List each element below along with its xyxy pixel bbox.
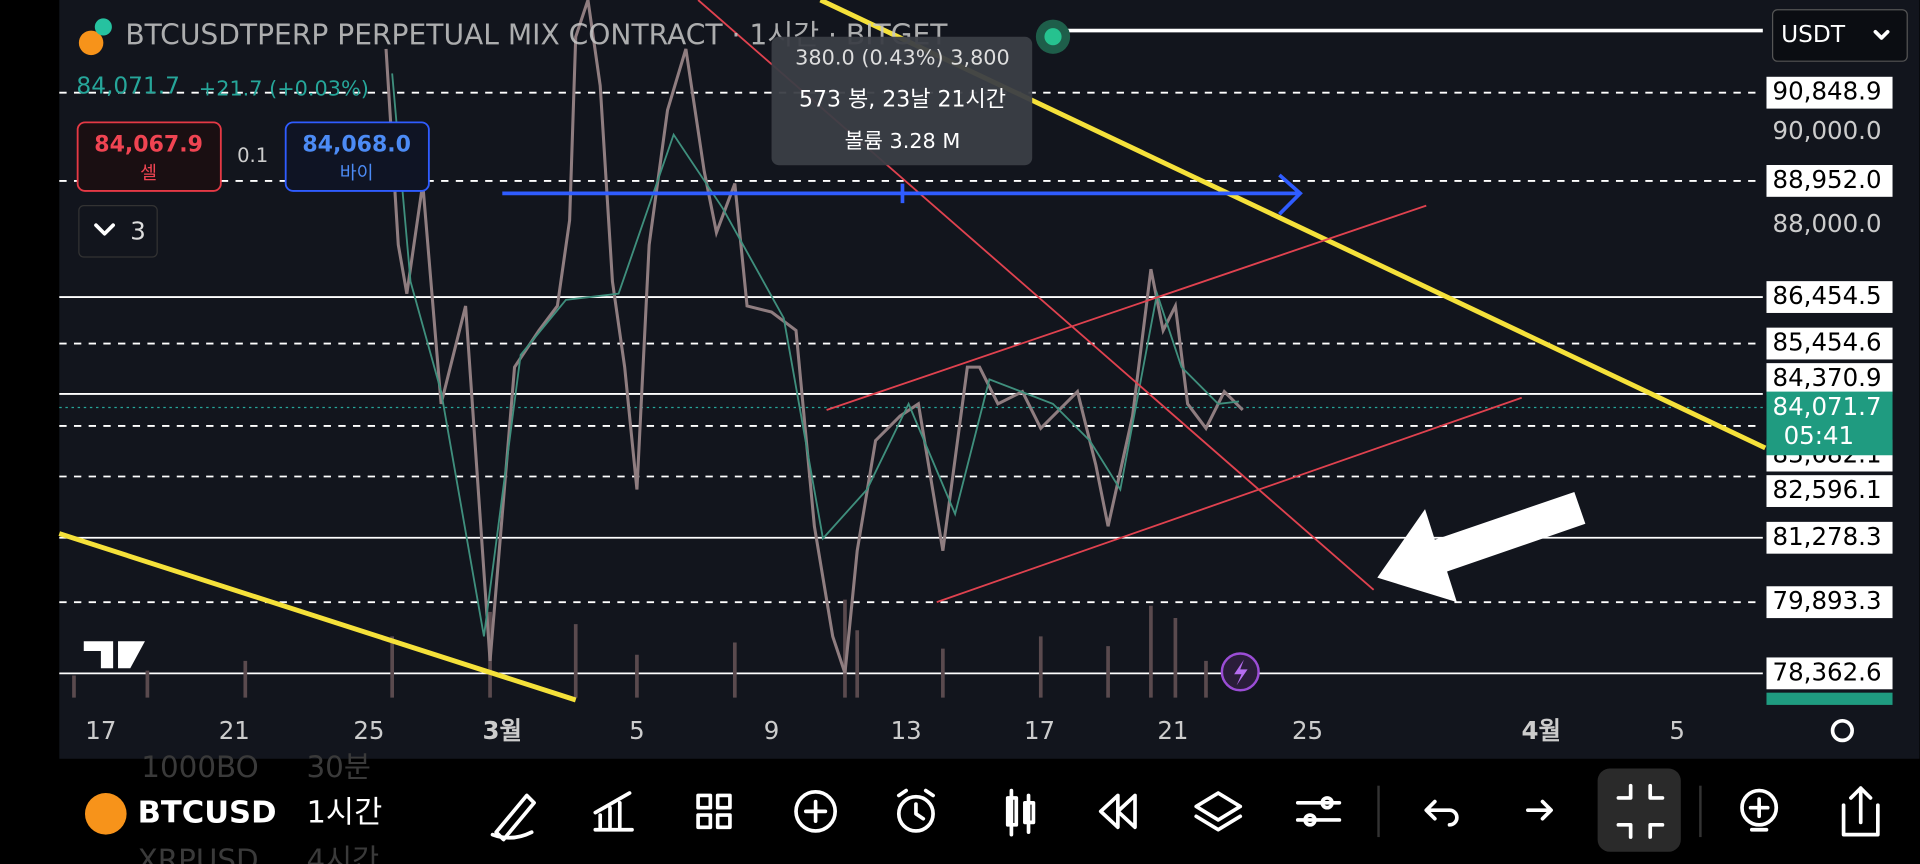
- channel-line: [826, 204, 1427, 411]
- time-label: 5: [629, 716, 645, 745]
- buy-price: 84,068.0: [302, 133, 411, 158]
- time-label: 4월: [1522, 716, 1562, 745]
- price-label-box: [1766, 521, 1893, 554]
- partial-label: [1766, 692, 1893, 705]
- horizontal-arrow: [502, 173, 1303, 216]
- alert-tool[interactable]: [896, 794, 935, 833]
- templates-tool[interactable]: [696, 793, 732, 830]
- time-label: 21: [1157, 716, 1188, 745]
- interval[interactable]: 1시간: [306, 795, 382, 830]
- time-label: 17: [85, 716, 116, 745]
- add-plus: [803, 799, 828, 824]
- price-label-box: [1766, 281, 1893, 313]
- alert-hands: [896, 788, 935, 821]
- hidden-interval: 30분: [306, 750, 370, 784]
- price-label-box: [1766, 586, 1893, 619]
- time-label: 25: [1292, 716, 1323, 745]
- coin-icon: [78, 30, 104, 56]
- undo[interactable]: [1424, 799, 1459, 827]
- hidden-interval: 4시간: [306, 843, 379, 864]
- price-label-box: [1766, 76, 1893, 109]
- price-label: 81,278.3: [1773, 522, 1882, 551]
- layers-tool[interactable]: [1194, 791, 1243, 832]
- buy-label: 바이: [340, 163, 374, 184]
- indicators-count: 3: [130, 217, 146, 246]
- current-price: 84,071.7: [1773, 392, 1882, 421]
- price-label: 84,370.9: [1773, 363, 1882, 392]
- price-label: 86,454.5: [1773, 281, 1882, 310]
- countdown: 05:41: [1784, 421, 1855, 450]
- toolbar-icons: [490, 768, 1880, 852]
- time-label: 17: [1024, 716, 1055, 745]
- sell-price: 84,067.9: [94, 133, 203, 158]
- price-label: 90,848.9: [1773, 77, 1882, 106]
- price-axis: 90,848.9 90,000.0 88,952.0 88,000.0 86,454.5…: [1766, 76, 1893, 690]
- currency: USDT: [1781, 21, 1846, 48]
- chevron: [94, 223, 115, 236]
- annotation-arrow: [1377, 491, 1586, 603]
- symbol[interactable]: BTCUSD: [138, 795, 277, 830]
- price-label: 78,362.6: [1773, 657, 1882, 686]
- fullscreen-button[interactable]: [1597, 768, 1681, 852]
- quantity: 0.1: [237, 144, 268, 167]
- replay-tool[interactable]: [1098, 793, 1137, 830]
- price-label: 90,000.0: [1773, 116, 1882, 145]
- add-tool[interactable]: [794, 789, 838, 833]
- redo[interactable]: [1526, 799, 1553, 821]
- bulb-tool[interactable]: [1740, 788, 1779, 827]
- time-label: 9: [764, 716, 780, 745]
- share-tool[interactable]: [1841, 786, 1880, 837]
- price-label-box: [1766, 327, 1893, 360]
- indicators-toggle[interactable]: [78, 204, 158, 258]
- current-price-box: [1766, 391, 1893, 456]
- trendline: [58, 531, 577, 703]
- price-label: 85,454.6: [1773, 328, 1882, 357]
- indicators-tool[interactable]: [593, 791, 634, 832]
- hidden-symbol: XRPUSD: [138, 843, 259, 864]
- tooltip-line: 볼륨 3.28 M: [845, 129, 961, 153]
- live-dot-core: [1044, 28, 1062, 46]
- price-label-box: [1766, 657, 1893, 690]
- price-label: 88,952.0: [1773, 165, 1882, 194]
- price-series-alt: [391, 73, 1240, 637]
- last-price: 84,071.7: [76, 72, 180, 99]
- time-label: 3월: [483, 716, 523, 745]
- buy-button[interactable]: [284, 121, 430, 192]
- price-levels: [59, 91, 1763, 675]
- bulb-detail: [1748, 797, 1770, 832]
- bar-type-tool[interactable]: [1005, 788, 1036, 837]
- price-label: 79,893.3: [1773, 586, 1882, 615]
- exchange-icon: [94, 18, 112, 36]
- time-label: 25: [353, 716, 384, 745]
- price-label: 82,596.1: [1773, 475, 1882, 504]
- tooltip-line: 573 봉, 23날 21시간: [799, 87, 1006, 112]
- time-label: 5: [1669, 716, 1685, 745]
- tooltip-line: 380.0 (0.43%) 3,800: [795, 46, 1010, 70]
- currency-select[interactable]: [1771, 9, 1908, 62]
- logo: [83, 641, 145, 669]
- price-label: 88,000.0: [1773, 209, 1882, 238]
- draw-tool[interactable]: [490, 793, 536, 842]
- dropdown-icon: [1873, 29, 1890, 40]
- lightning-icon: [1234, 659, 1248, 686]
- price-label-box: [1766, 164, 1893, 197]
- time-label: 21: [219, 716, 250, 745]
- sell-button[interactable]: [76, 121, 222, 192]
- channel-line: [936, 396, 1523, 603]
- time-axis: 17 21 25 3월 5 9 13 17 21 25 4월 5: [85, 716, 1685, 745]
- sell-label: 셀: [140, 163, 157, 184]
- hidden-symbol: 1000BO: [141, 750, 258, 784]
- volume-bars: [72, 599, 1208, 698]
- price-label-box: [1766, 475, 1893, 507]
- price-label-box: [1766, 363, 1893, 395]
- time-label: 13: [891, 716, 922, 745]
- collapse-icon: [1616, 783, 1665, 839]
- tooltip: [771, 36, 1033, 166]
- price-change: +21.7 (+0.03%): [199, 76, 369, 100]
- settings-icon[interactable]: [1830, 718, 1854, 743]
- symbol-icon: [84, 793, 127, 835]
